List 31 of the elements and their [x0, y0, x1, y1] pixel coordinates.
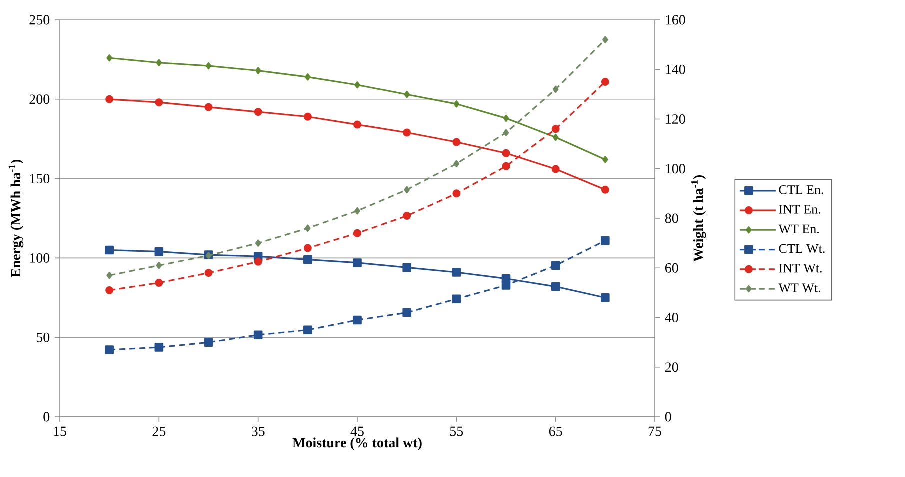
y2-tick-label: 160	[666, 15, 686, 25]
legend-label: WT Wt.	[778, 284, 820, 292]
y2-tick-label: 60	[665, 263, 678, 273]
legend-label: CTL En.	[779, 186, 824, 194]
legend-label: INT En.	[779, 205, 820, 214]
y2-tick-label: 80	[665, 214, 678, 224]
y-tick-label: 150	[30, 174, 50, 184]
y-tick-label: 100	[30, 253, 50, 263]
y2-tick-label: 0	[665, 412, 672, 422]
y-tick-label: 50	[36, 332, 50, 342]
y-tick-label: 250	[30, 15, 50, 25]
y2-tick-label: 20	[665, 362, 678, 372]
y-axis-title: Energy (MWh ha$^{-1}$)	[8, 160, 24, 278]
y2-tick-label: 140	[666, 64, 686, 74]
legend-label: WT En.	[778, 224, 820, 234]
y2-axis-title: Weight (t ha$^{-1}$)	[691, 176, 706, 262]
x-tick-label: 45	[350, 426, 364, 436]
x-tick-label: 75	[648, 426, 662, 436]
x-tick-label: 15	[54, 426, 66, 436]
x-tick-label: 25	[152, 426, 166, 436]
x-axis-title: Moisture (% total wt)	[292, 438, 422, 450]
x-tick-label: 55	[450, 426, 464, 436]
y-tick-label: 0	[44, 412, 50, 422]
x-tick-label: 65	[549, 426, 562, 436]
y2-tick-label: 120	[666, 114, 686, 124]
legend-label: CTL Wt.	[779, 244, 825, 254]
legend-label: INT Wt.	[779, 264, 822, 273]
x-tick-label: 35	[252, 426, 265, 436]
y2-tick-label: 100	[666, 164, 686, 174]
y2-tick-label: 40	[665, 313, 678, 322]
y-tick-label: 200	[30, 94, 50, 104]
